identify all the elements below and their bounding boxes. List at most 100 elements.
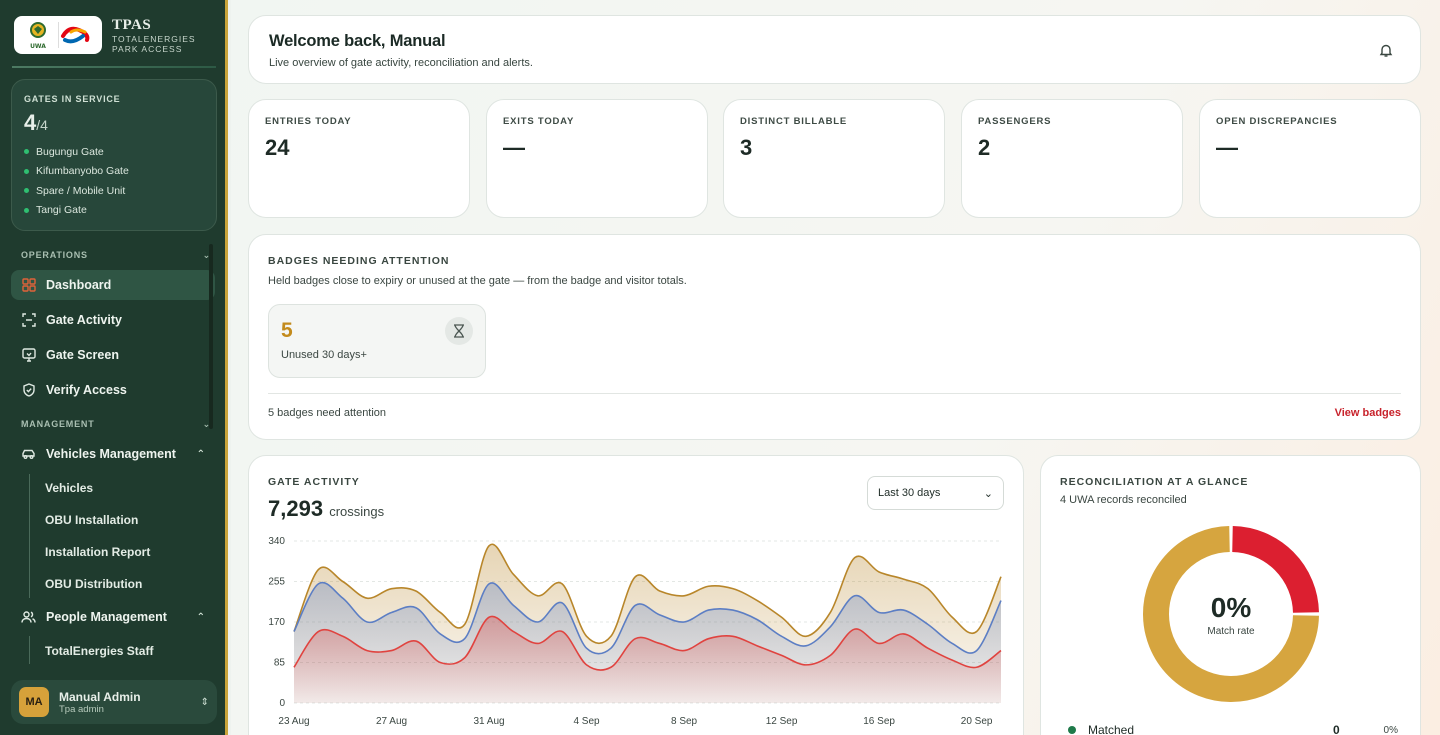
submenu-rail [29,636,30,664]
shield-check-icon [21,383,36,398]
status-dot-icon [24,188,29,194]
crossings-total: 7,293 crossings [268,496,1004,522]
gate-name: Kifumbanyobo Gate [36,165,129,178]
page-title: Welcome back, Manual [269,32,446,50]
sidebar-item-gate-screen[interactable]: Gate Screen [11,340,215,370]
sidebar: UWA TPAS TOTALENERGIES PARK ACCESS GATES… [0,0,228,735]
section-title: RECONCILIATION AT A GLANCE [1060,476,1249,488]
section-subtitle: 4 UWA records reconciled [1060,494,1187,506]
legend-count: 0 [1333,723,1340,735]
match-rate-donut: 0% Match rate [1141,524,1321,704]
main-content: Welcome back, Manual Live overview of ga… [231,0,1440,735]
series-line [293,543,1002,645]
divider [268,393,1401,394]
y-tick-label: 340 [268,536,285,547]
series-line [293,615,1002,671]
sidebar-item-verify-access[interactable]: Verify Access [11,375,215,405]
sidebar-subitem-totalenergies-staff[interactable]: TotalEnergies Staff [45,644,154,658]
stat-label: OPEN DISCREPANCIES [1216,116,1338,127]
date-range-select[interactable]: Last 30 days ⌄ [867,476,1004,510]
gate-activity-card: GATE ACTIVITY 7,293 crossings Last 30 da… [248,455,1024,735]
x-tick-label: 4 Sep [573,716,600,727]
stat-card-passengers: PASSENGERS 2 [961,99,1183,218]
date-range-value: Last 30 days [878,487,941,499]
gates-in-service-card: GATES IN SERVICE 4/4 Bugungu Gate Kifumb… [11,79,217,231]
series-area [294,616,1001,703]
sidebar-item-people-management[interactable]: People Management ⌃ [11,602,215,632]
user-role: Tpa admin [59,703,104,715]
crossings-value: 7,293 [268,496,324,521]
stat-value: 2 [978,135,991,160]
x-tick-label: 23 Aug [278,716,309,727]
page-subtitle: Live overview of gate activity, reconcil… [269,57,533,69]
unused-badges-label: Unused 30 days+ [281,349,367,361]
brand-logos: UWA [14,16,102,54]
user-menu[interactable]: MA Manual Admin Tpa admin ⇕ [11,680,217,724]
gates-count: 4/4 [24,110,204,136]
section-subtitle: Held badges close to expiry or unused at… [268,275,687,287]
stat-value: 24 [265,135,290,160]
unused-badges-value: 5 [281,319,293,342]
totalenergies-logo-icon [57,22,94,48]
badges-footer-text: 5 badges need attention [268,407,387,419]
sidebar-subitem-obu-installation[interactable]: OBU Installation [45,513,139,527]
stat-value: — [1216,135,1238,160]
section-operations-label: OPERATIONS [21,250,88,260]
grid-icon [21,278,36,293]
status-dot-icon [24,207,29,213]
status-dot-icon [24,149,29,155]
chevron-down-icon: ⌄ [202,419,211,429]
uwa-logo-icon: UWA [23,20,53,50]
avatar: MA [19,687,49,717]
section-management-label: MANAGEMENT [21,419,95,429]
chevron-up-icon: ⌃ [196,448,205,460]
section-management[interactable]: MANAGEMENT ⌄ [21,419,211,430]
sidebar-subitem-vehicles[interactable]: Vehicles [45,481,94,495]
stat-card-open-discrepancies: OPEN DISCREPANCIES — [1199,99,1421,218]
stat-value: — [503,135,525,160]
brand-subtitle-1: TOTALENERGIES [112,33,196,44]
gate-activity-chart: 0 85 170 255 340 23 Aug 27 Aug 31 Aug 4 Sep 8 Sep… [268,536,1002,727]
y-tick-label: 170 [268,617,285,628]
users-icon [21,610,36,625]
stat-label: PASSENGERS [978,116,1052,127]
user-info: Manual Admin Tpa admin [59,690,201,715]
sidebar-item-vehicles-management[interactable]: Vehicles Management ⌃ [11,439,215,469]
sidebar-item-dashboard[interactable]: Dashboard [11,270,215,300]
bell-icon[interactable] [1378,42,1394,58]
sidebar-item-label: Verify Access [46,383,127,397]
brand[interactable]: UWA TPAS TOTALENERGIES PARK ACCESS [14,16,196,54]
stat-card-entries: ENTRIES TODAY 24 [248,99,470,218]
x-tick-label: 12 Sep [766,716,798,727]
chevron-updown-icon: ⇕ [200,696,209,708]
series-line [293,581,1002,655]
x-tick-label: 20 Sep [961,716,993,727]
match-rate-value: 0% [1210,591,1252,623]
sidebar-item-label: Gate Screen [46,348,119,362]
x-tick-label: 16 Sep [863,716,895,727]
chevron-up-icon: ⌃ [196,611,205,623]
x-tick-label: 31 Aug [473,716,504,727]
sidebar-subitem-obu-distribution[interactable]: OBU Distribution [45,577,143,591]
unused-badges-card[interactable]: 5 Unused 30 days+ [268,304,486,378]
sidebar-subitem-installation-report[interactable]: Installation Report [45,545,151,559]
gates-count-total: /4 [36,117,48,133]
sidebar-item-label: Gate Activity [46,313,122,327]
gates-count-value: 4 [24,110,37,135]
monitor-icon [21,348,36,363]
chevron-down-icon: ⌄ [983,487,993,500]
stat-label: DISTINCT BILLABLE [740,116,848,127]
scan-icon [21,313,36,328]
y-tick-label: 85 [274,658,286,669]
gate-item: Bugungu Gate [24,142,204,162]
y-tick-label: 0 [279,698,285,709]
sidebar-item-gate-activity[interactable]: Gate Activity [11,305,215,335]
sidebar-scrollbar[interactable] [209,244,213,429]
divider [12,66,216,68]
y-tick-label: 255 [268,577,285,588]
section-title: BADGES NEEDING ATTENTION [268,255,450,267]
view-badges-link[interactable]: View badges [1334,407,1401,419]
section-operations[interactable]: OPERATIONS ⌄ [21,250,211,261]
legend-dot-icon [1068,726,1076,734]
section-title: GATE ACTIVITY [268,476,360,488]
